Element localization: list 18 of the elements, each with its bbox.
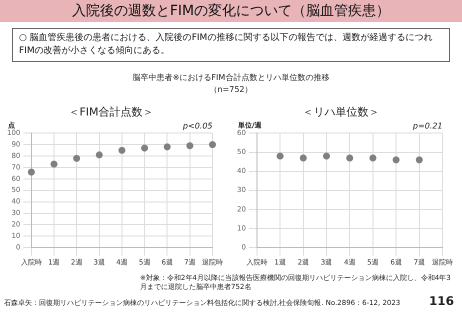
point [96, 151, 103, 158]
point [73, 154, 80, 162]
text: 116 [428, 294, 454, 308]
point [209, 141, 216, 148]
point [164, 143, 171, 150]
point [28, 168, 35, 176]
text: ○ 脳血管疾患後の患者における、入院後のFIMの推移に関する以下の報告では、週数が経過するにつれFIMの改善が小さくなる傾向にある。 [12, 28, 450, 62]
text: p<0.05 [182, 121, 212, 130]
chart-title: ＜リハ単位数＞ [302, 105, 380, 118]
text: 脳卒中患者※におけるFIM合計点数とリハ単位数の推移 [132, 72, 330, 83]
chart-title: ＜FIM合計点数＞ [68, 105, 154, 118]
text: （n=752） [208, 84, 254, 95]
point [186, 142, 194, 150]
text: p=0.21 [412, 121, 442, 130]
point [50, 160, 58, 168]
text: 入院後の週数とFIMの変化について（脳血管疾患） [0, 0, 462, 22]
point [141, 144, 148, 152]
point [118, 146, 126, 154]
